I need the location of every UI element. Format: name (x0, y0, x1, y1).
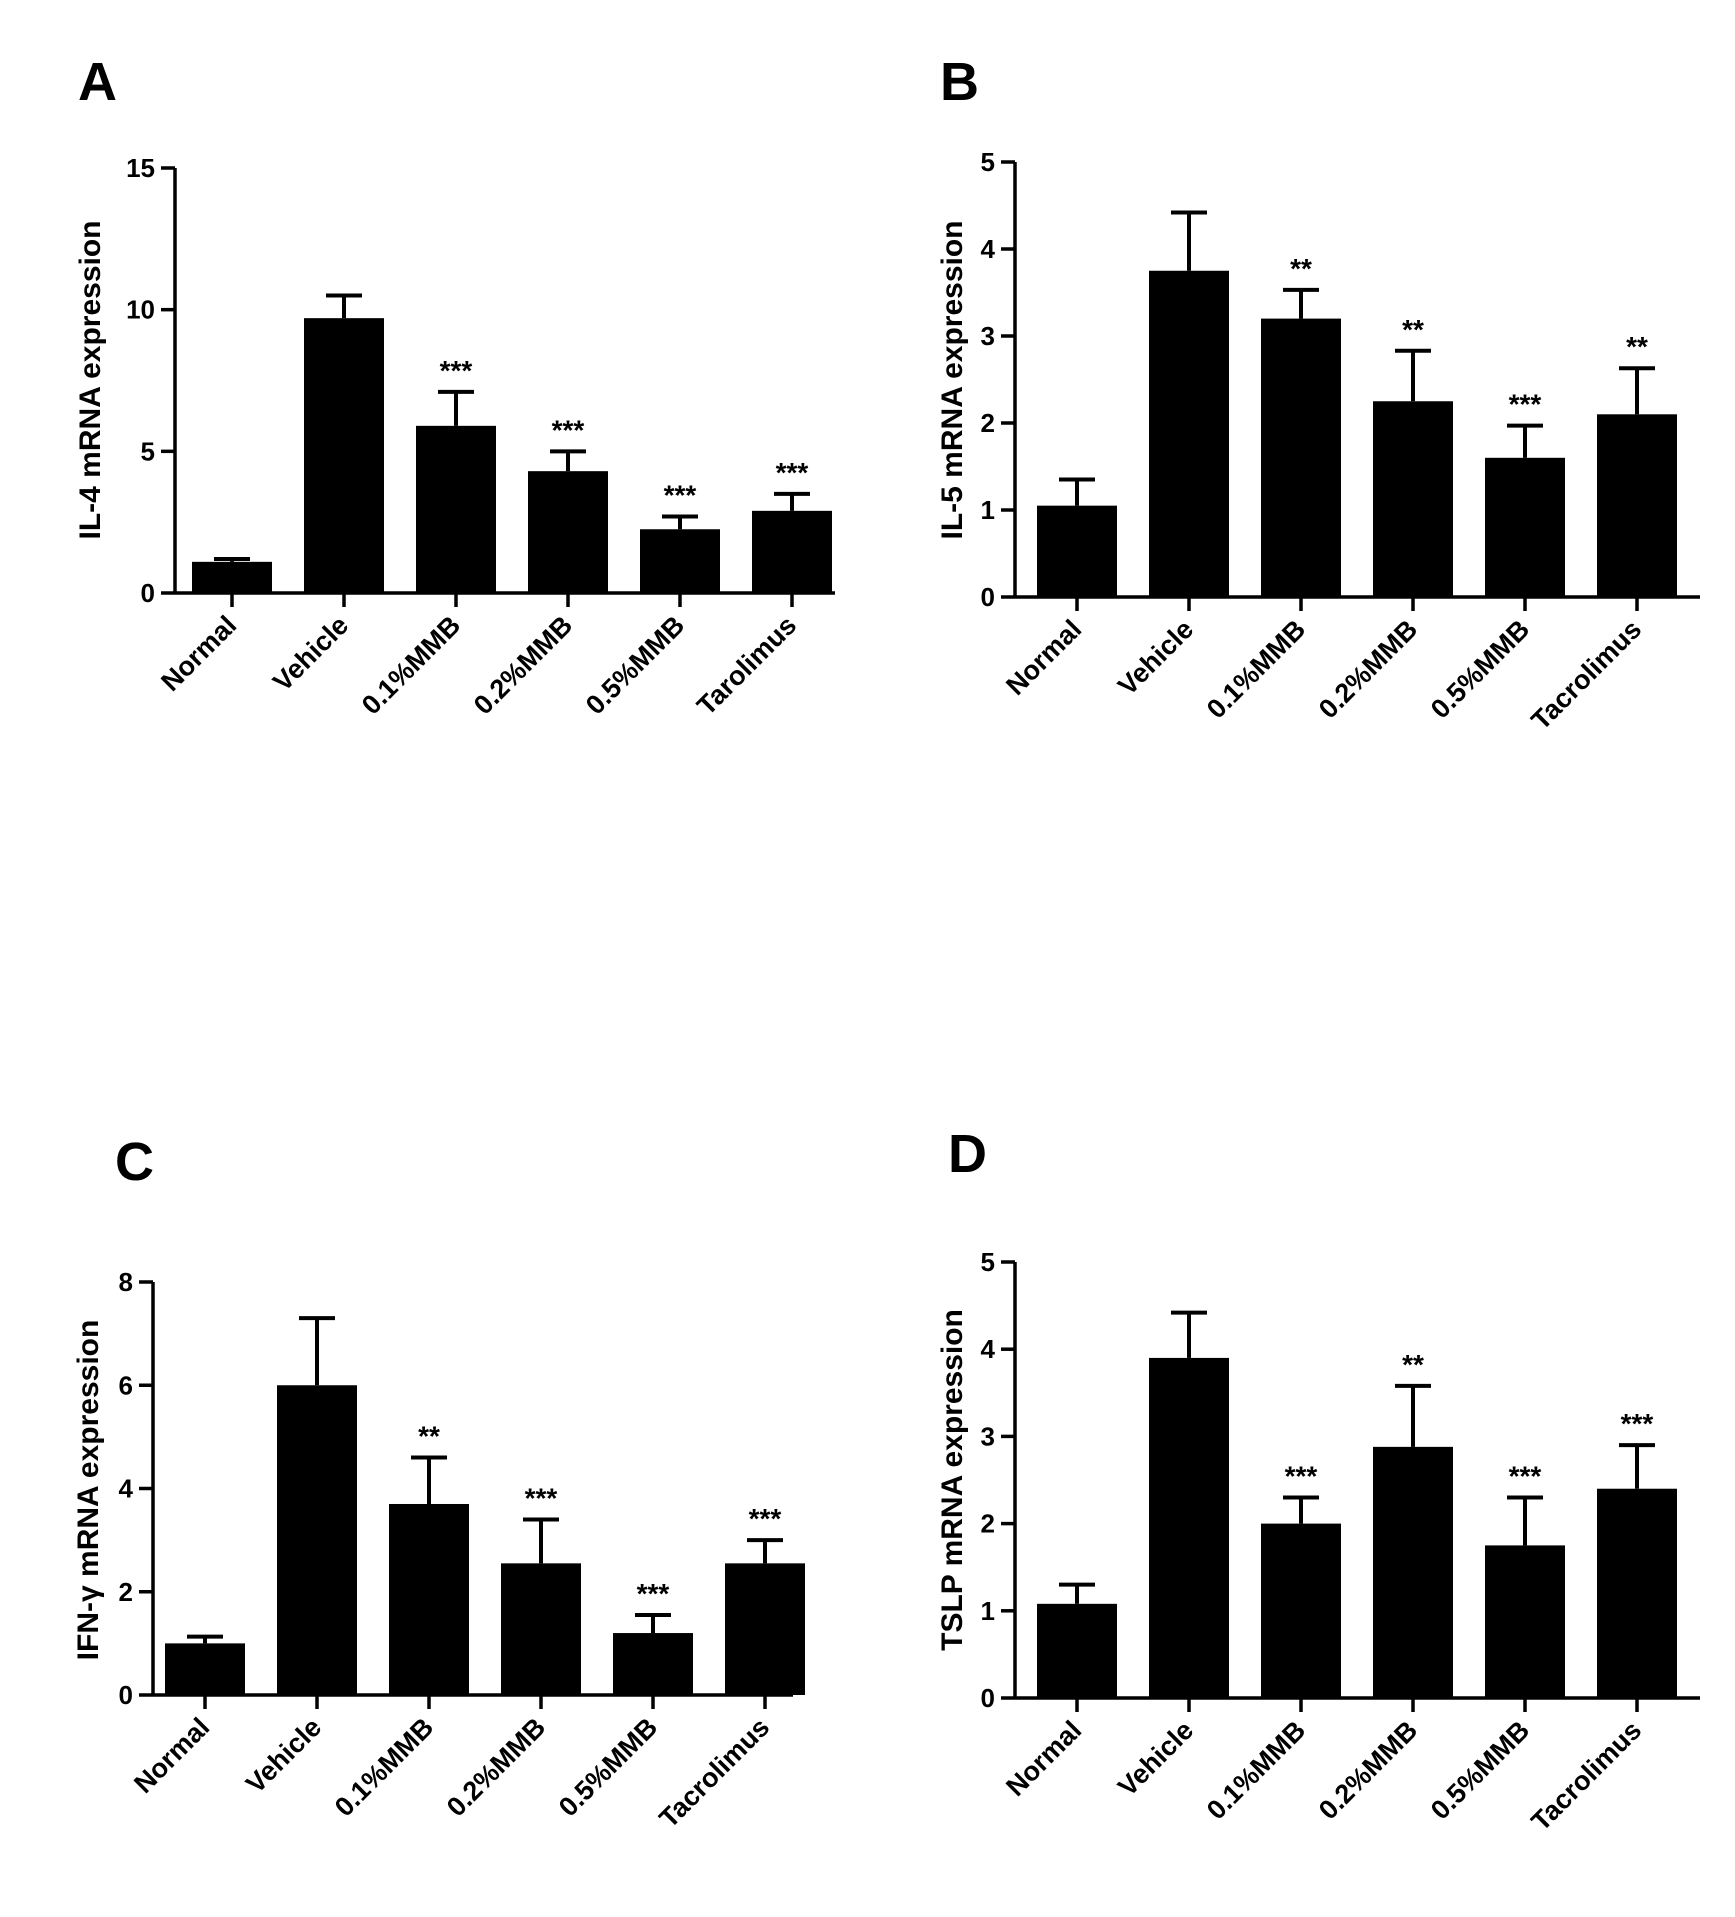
panel-c-ytick-label: 2 (119, 1577, 133, 1607)
panel-c-significance: ** (418, 1421, 440, 1452)
panel-a-bar (752, 510, 832, 593)
panel-c-category-label: 0.1%MMB (329, 1712, 439, 1822)
panel-c-significance: *** (749, 1503, 782, 1534)
panel-b-bar (1597, 414, 1677, 597)
panel-b-bar (1149, 270, 1229, 597)
panel-a-bar (528, 471, 608, 593)
panel-c-bar (501, 1563, 581, 1695)
panel-b-ylabel: IL-5 mRNA expression (936, 221, 969, 540)
panel-a-bar (192, 561, 272, 593)
panel-c-ytick-label: 4 (119, 1474, 134, 1504)
panel-d-significance: *** (1509, 1460, 1542, 1491)
panel-a-significance: *** (664, 480, 697, 511)
panel-d-significance: *** (1621, 1408, 1654, 1439)
panel-b-bar (1485, 457, 1565, 597)
panel-c-letter: C (115, 1132, 154, 1192)
panel-c-bar (725, 1563, 805, 1695)
panel-a-ytick-label: 5 (141, 436, 155, 466)
panel-b-significance: ** (1290, 253, 1312, 284)
panel-b-bar (1261, 318, 1341, 597)
panel-c-bar (277, 1385, 357, 1695)
panel-d-bar (1037, 1603, 1117, 1698)
panel-d-ytick-label: 0 (981, 1683, 995, 1713)
panel-a-significance: *** (552, 414, 585, 445)
panel-d-category-label: Normal (1000, 1715, 1087, 1802)
panel-c-category-label: 0.2%MMB (441, 1712, 551, 1822)
panel-a-category-label: 0.2%MMB (468, 610, 578, 720)
panel-a-category-label: Normal (155, 610, 242, 697)
panel-d-bar (1261, 1523, 1341, 1698)
panel-b-bar (1037, 505, 1117, 597)
panel-b-ytick-label: 0 (981, 582, 995, 612)
panel-b-ytick-label: 3 (981, 321, 995, 351)
panel-a-significance: *** (440, 355, 473, 386)
panel-a-category-label: 0.1%MMB (356, 610, 466, 720)
panel-b-significance: *** (1509, 389, 1542, 420)
panel-a-bar (640, 529, 720, 593)
panel-a-bar (304, 318, 384, 593)
panel-d-category-label: 0.1%MMB (1201, 1715, 1311, 1825)
panel-a-category-label: Vehicle (267, 610, 354, 697)
panel-d-category-label: 0.5%MMB (1425, 1715, 1535, 1825)
panel-c-category-label: Vehicle (240, 1712, 327, 1799)
panel-c-category-label: Normal (128, 1712, 215, 1799)
panel-a: A IL-4 mRNA expression 0 5 10 15 Normal Vehic… (74, 52, 835, 721)
panel-c-ytick-label: 0 (119, 1680, 133, 1710)
panel-c-ytick-label: 6 (119, 1370, 133, 1400)
panel-b-category-label: Vehicle (1112, 614, 1199, 701)
panel-b-significance: ** (1626, 331, 1648, 362)
panel-a-ytick-label: 15 (126, 153, 155, 183)
panel-b: B IL-5 mRNA expression 0 1 2 3 4 5 Normal Vehic… (936, 52, 1700, 736)
panel-b-ytick-label: 4 (981, 234, 996, 264)
panel-d-ytick-label: 1 (981, 1596, 995, 1626)
panel-b-category-label: 0.5%MMB (1425, 614, 1535, 724)
panel-a-ylabel: IL-4 mRNA expression (74, 221, 107, 540)
panel-d-bar (1373, 1446, 1453, 1698)
panel-c-bar (389, 1503, 469, 1695)
panel-d-ylabel: TSLP mRNA expression (936, 1309, 969, 1651)
panel-d-bar (1485, 1545, 1565, 1698)
panel-a-bar (416, 425, 496, 593)
panel-d-ytick-label: 2 (981, 1509, 995, 1539)
panel-d-category-label: Tacrolimus (1526, 1715, 1648, 1837)
panel-d-bar (1597, 1488, 1677, 1698)
panel-c-category-label: Tacrolimus (654, 1712, 776, 1834)
panel-a-significance: *** (776, 457, 809, 488)
panel-b-category-label: 0.1%MMB (1201, 614, 1311, 724)
panel-d-significance: *** (1285, 1460, 1318, 1491)
panel-c-bar (613, 1633, 693, 1695)
panel-c-bar (165, 1643, 245, 1695)
panel-d-ytick-label: 5 (981, 1247, 995, 1277)
panel-d-significance: ** (1402, 1349, 1424, 1380)
panel-d-bar (1149, 1357, 1229, 1698)
panel-b-category-label: Tacrolimus (1526, 614, 1648, 736)
panel-c: C IFN-γ mRNA expression 0 2 4 6 8 Normal Vehic… (72, 1132, 805, 1834)
panel-c-ylabel: IFN-γ mRNA expression (72, 1320, 105, 1661)
panel-b-ytick-label: 5 (981, 147, 995, 177)
panel-d-ytick-label: 4 (981, 1334, 996, 1364)
panel-b-ytick-label: 2 (981, 408, 995, 438)
panel-a-ytick-label: 10 (126, 295, 155, 325)
panel-b-category-label: Normal (1000, 614, 1087, 701)
panel-a-category-label: Tarolimus (691, 610, 802, 721)
panel-b-category-label: 0.2%MMB (1313, 614, 1423, 724)
panel-d-ytick-label: 3 (981, 1421, 995, 1451)
panel-d-category-label: 0.2%MMB (1313, 1715, 1423, 1825)
panel-d-category-label: Vehicle (1112, 1715, 1199, 1802)
panel-b-letter: B (940, 52, 979, 112)
panel-a-letter: A (78, 52, 117, 112)
panel-c-ytick-label: 8 (119, 1267, 133, 1297)
panel-a-ytick-label: 0 (141, 578, 155, 608)
panel-a-category-label: 0.5%MMB (580, 610, 690, 720)
panel-c-category-label: 0.5%MMB (553, 1712, 663, 1822)
panel-b-ytick-label: 1 (981, 495, 995, 525)
panel-b-bar (1373, 401, 1453, 597)
panel-c-significance: *** (525, 1482, 558, 1513)
panel-b-significance: ** (1402, 314, 1424, 345)
panel-d-letter: D (948, 1124, 987, 1184)
panel-c-significance: *** (637, 1578, 670, 1609)
panel-d: D TSLP mRNA expression 0 1 2 3 4 5 Normal Vehic… (936, 1124, 1700, 1837)
